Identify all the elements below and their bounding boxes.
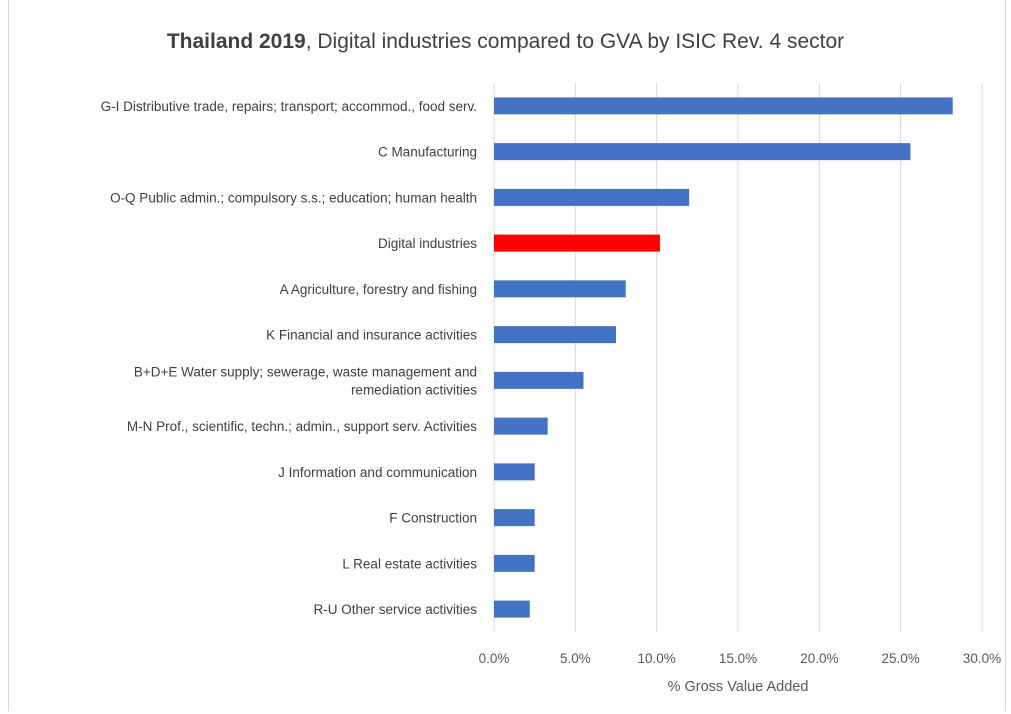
bar [494,371,584,389]
x-tick-label: 15.0% [719,651,757,666]
category-label-line: J Information and communication [278,465,477,480]
category-label-line: remediation activities [351,382,477,397]
bar [494,97,953,115]
chart-frame [8,0,1006,711]
bar [494,143,911,161]
category-label: L Real estate activities [342,556,477,571]
category-label-line: L Real estate activities [342,556,477,571]
chart-title-rest: , Digital industries compared to GVA by … [305,30,845,53]
x-tick-label: 20.0% [800,651,838,666]
category-label: M-N Prof., scientific, techn.; admin., s… [127,419,477,434]
category-label-line: G-I Distributive trade, repairs; transpo… [101,99,477,114]
category-label: K Financial and insurance activities [266,328,477,343]
category-label: O-Q Public admin.; compulsory s.s.; educ… [110,190,477,205]
category-label-line: M-N Prof., scientific, techn.; admin., s… [127,419,477,434]
bar [494,234,660,252]
x-tick-label: 10.0% [638,651,676,666]
category-label-line: C Manufacturing [378,145,477,160]
chart-title: Thailand 2019, Digital industries compar… [0,30,1011,54]
category-label-line: A Agriculture, forestry and fishing [280,282,477,297]
bar [494,188,690,206]
bar [494,463,535,481]
category-label: A Agriculture, forestry and fishing [280,282,477,297]
bar [494,554,535,572]
x-tick-label: 5.0% [560,651,591,666]
category-label-line: O-Q Public admin.; compulsory s.s.; educ… [110,190,477,205]
category-label: J Information and communication [278,465,477,480]
x-tick-label: 25.0% [882,651,920,666]
category-label-line: K Financial and insurance activities [266,328,477,343]
category-label-line: B+D+E Water supply; sewerage, waste mana… [134,364,477,379]
category-label-line: F Construction [389,511,477,526]
category-label: G-I Distributive trade, repairs; transpo… [101,99,477,114]
x-tick-label: 30.0% [963,651,1001,666]
bar [494,280,626,298]
x-axis-label: % Gross Value Added [668,679,809,695]
bar [494,417,548,435]
category-label-line: R-U Other service activities [313,602,477,617]
bar [494,509,535,527]
category-label-line: Digital industries [378,236,477,251]
bar [494,326,616,344]
category-label: C Manufacturing [378,145,477,160]
category-label: F Construction [389,511,477,526]
bar [494,600,530,618]
x-tick-label: 0.0% [479,651,510,666]
category-label: B+D+E Water supply; sewerage, waste mana… [134,364,477,397]
category-label: R-U Other service activities [313,602,477,617]
category-label: Digital industries [378,236,477,251]
chart-title-bold: Thailand 2019 [166,30,306,53]
